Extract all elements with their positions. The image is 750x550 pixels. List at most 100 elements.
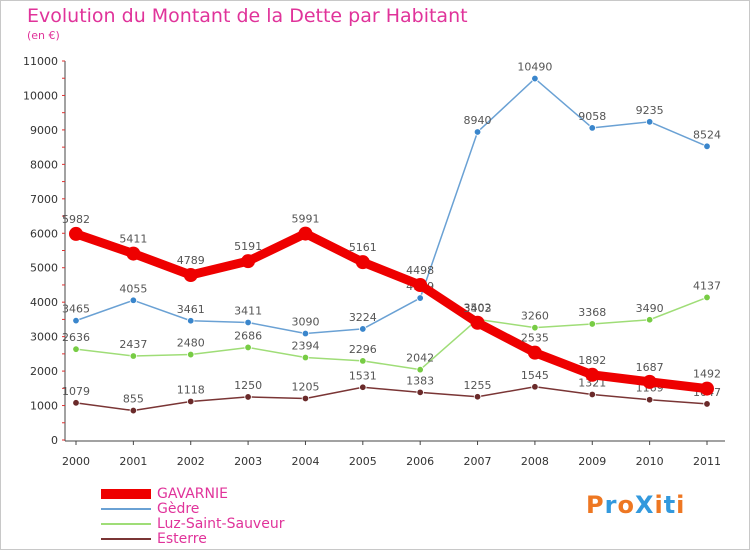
data-label-luz-saint-sauveur: 2394 — [291, 340, 319, 353]
data-label-gavarnie: 5411 — [119, 233, 147, 246]
data-point-gavarnie — [69, 226, 83, 241]
data-label-luz-saint-sauveur: 2636 — [62, 331, 90, 344]
x-tick-label: 2008 — [521, 455, 549, 468]
series-line-gavarnie — [71, 229, 712, 394]
data-point-luz-saint-sauveur — [703, 293, 711, 302]
data-point-esterre — [645, 396, 654, 404]
data-point-g-dre — [129, 296, 138, 304]
y-tick-label: 11000 — [23, 55, 58, 68]
data-point-luz-saint-sauveur — [72, 345, 80, 353]
data-label-g-dre: 3461 — [177, 303, 205, 316]
data-label-luz-saint-sauveur: 3260 — [521, 310, 549, 323]
x-tick-label: 2006 — [406, 455, 434, 468]
data-label-gavarnie: 3403 — [464, 302, 492, 315]
data-point-gavarnie — [585, 367, 600, 382]
proxiti-logo: ProXiti — [586, 491, 685, 519]
data-label-esterre: 1531 — [349, 369, 377, 382]
data-label-gavarnie: 5982 — [62, 213, 90, 226]
legend-swatch — [101, 508, 151, 510]
data-point-g-dre — [531, 74, 539, 83]
data-label-gavarnie: 2535 — [521, 332, 549, 345]
legend-label: Esterre — [157, 531, 207, 547]
logo-letter: P — [586, 491, 605, 519]
logo-letter: X — [634, 491, 655, 519]
data-label-esterre: 1383 — [406, 374, 434, 387]
data-label-luz-saint-sauveur: 3502 — [464, 301, 492, 314]
data-point-gavarnie — [700, 381, 714, 396]
legend-label: Luz-Saint-Sauveur — [157, 516, 285, 532]
data-point-gavarnie — [470, 315, 485, 330]
legend-swatch — [101, 489, 151, 499]
x-tick-label: 2000 — [62, 455, 90, 468]
y-tick-label: 2000 — [30, 365, 58, 378]
data-point-esterre — [129, 406, 138, 415]
x-tick-label: 2010 — [636, 455, 664, 468]
y-tick-label: 8000 — [30, 158, 58, 171]
data-point-luz-saint-sauveur — [645, 316, 654, 324]
x-tick-label: 2002 — [177, 455, 205, 468]
data-point-esterre — [473, 393, 482, 401]
y-tick-label: 7000 — [30, 193, 58, 206]
data-point-luz-saint-sauveur — [129, 352, 138, 360]
y-tick-label: 4000 — [30, 296, 58, 309]
y-tick-label: 1000 — [30, 400, 58, 413]
series-line-esterre — [75, 386, 708, 412]
logo-letter: i — [654, 491, 664, 519]
data-label-gavarnie: 5191 — [234, 240, 262, 253]
data-label-g-dre: 8524 — [693, 128, 721, 141]
legend-swatch — [101, 538, 151, 540]
data-label-luz-saint-sauveur: 2686 — [234, 329, 262, 342]
data-point-luz-saint-sauveur — [187, 350, 195, 359]
data-point-g-dre — [473, 128, 482, 136]
series-line-g-dre — [75, 77, 708, 335]
data-label-g-dre: 8940 — [464, 114, 492, 127]
y-tick-label: 0 — [51, 434, 58, 447]
data-point-gavarnie — [355, 255, 370, 270]
data-point-gavarnie — [527, 345, 542, 360]
data-point-gavarnie — [126, 246, 141, 261]
data-point-luz-saint-sauveur — [359, 357, 367, 365]
data-label-luz-saint-sauveur: 2296 — [349, 343, 377, 356]
data-label-luz-saint-sauveur: 2480 — [177, 337, 205, 350]
data-point-gavarnie — [298, 226, 313, 241]
data-label-gavarnie: 1892 — [578, 354, 606, 367]
data-label-luz-saint-sauveur: 2437 — [119, 338, 147, 351]
logo-letter: o — [617, 491, 635, 519]
data-label-g-dre: 3224 — [349, 311, 377, 324]
x-tick-label: 2005 — [349, 455, 377, 468]
data-point-g-dre — [359, 325, 367, 333]
data-point-esterre — [72, 399, 80, 407]
data-point-esterre — [416, 388, 424, 397]
data-point-g-dre — [244, 318, 252, 327]
data-label-gavarnie: 4498 — [406, 264, 434, 277]
data-label-g-dre: 9235 — [636, 104, 664, 117]
y-tick-label: 10000 — [23, 89, 58, 102]
data-label-g-dre: 3090 — [291, 316, 319, 329]
chart-title: Evolution du Montant de la Dette par Hab… — [27, 5, 468, 27]
data-label-esterre: 1255 — [464, 379, 492, 392]
data-label-esterre: 1545 — [521, 369, 549, 382]
data-point-g-dre — [301, 329, 310, 338]
x-tick-label: 2009 — [578, 455, 606, 468]
data-point-esterre — [588, 390, 596, 399]
data-label-gavarnie: 1687 — [636, 361, 664, 374]
data-point-luz-saint-sauveur — [301, 353, 310, 362]
legend-label: Gèdre — [157, 501, 200, 517]
data-label-luz-saint-sauveur: 2042 — [406, 352, 434, 365]
data-point-gavarnie — [241, 254, 256, 269]
data-label-gavarnie: 5991 — [291, 213, 319, 226]
data-point-g-dre — [187, 317, 195, 325]
data-label-esterre: 1118 — [177, 383, 205, 396]
legend-label: GAVARNIE — [157, 486, 228, 502]
data-point-gavarnie — [642, 374, 657, 389]
y-tick-label: 3000 — [30, 331, 58, 344]
y-tick-label: 9000 — [30, 124, 58, 137]
y-tick-label: 6000 — [30, 227, 58, 240]
x-tick-label: 2007 — [464, 455, 492, 468]
data-label-g-dre: 4055 — [119, 282, 147, 295]
y-tick-label: 5000 — [30, 262, 58, 275]
data-label-luz-saint-sauveur: 3368 — [578, 306, 606, 319]
chart-unit: (en €) — [27, 29, 60, 42]
